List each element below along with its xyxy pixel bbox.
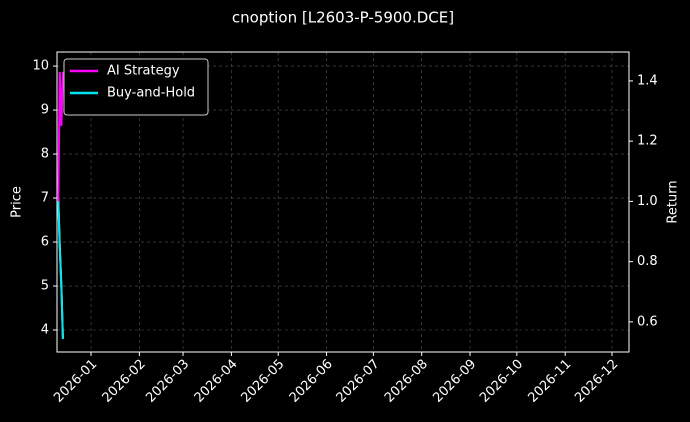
y2-axis-label: Return [666, 180, 681, 223]
series-line [57, 201, 64, 340]
y2-tick-label: 1.0 [637, 194, 658, 209]
y-tick-label: 4 [41, 323, 49, 338]
y-tick-label: 10 [32, 59, 49, 74]
y-axis-label: Price [10, 186, 25, 218]
y-tick-label: 7 [41, 191, 49, 206]
chart-title: cnoption [L2603-P-5900.DCE] [232, 9, 454, 27]
y-tick-label: 8 [41, 147, 49, 162]
legend-label: AI Strategy [107, 64, 180, 79]
plot-frame [56, 51, 630, 353]
legend-label: Buy-and-Hold [107, 86, 195, 101]
y-tick-label: 6 [41, 235, 49, 250]
y-tick-label: 5 [41, 279, 49, 294]
y-tick-label: 9 [41, 103, 49, 118]
y2-tick-label: 1.4 [637, 73, 658, 88]
y2-tick-label: 0.6 [637, 314, 658, 329]
y2-tick-label: 1.2 [637, 134, 658, 149]
series-line [57, 71, 64, 202]
legend-box [63, 58, 209, 116]
y2-tick-label: 0.8 [637, 254, 658, 269]
